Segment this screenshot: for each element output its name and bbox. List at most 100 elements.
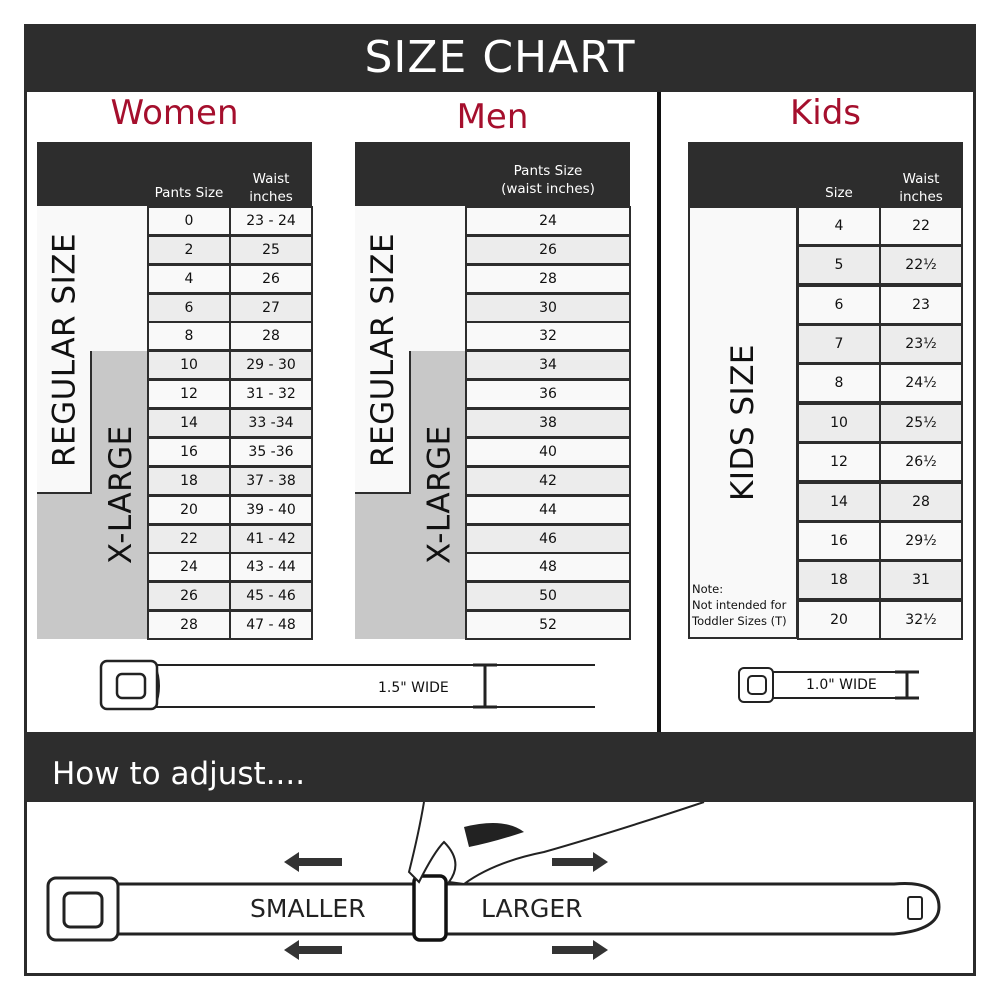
women-size-cell: 0: [147, 206, 231, 236]
kids-belt-width-illustration: [738, 667, 919, 703]
kids-size-cell: 5: [797, 245, 881, 285]
kids-col-size: Size: [825, 185, 853, 201]
kids-waist-cell: 23: [879, 285, 963, 325]
kids-size-cell: 8: [797, 363, 881, 403]
women-size-cell: 26: [147, 581, 231, 611]
kids-heading: Kids: [789, 93, 862, 133]
note-line3: Toddler Sizes (T): [692, 614, 787, 628]
adjust-heading: How to adjust....: [24, 732, 976, 802]
women-waist-cell: 31 - 32: [229, 379, 313, 409]
waist-line1: Waist: [252, 171, 290, 187]
kids-divider: [657, 92, 661, 732]
kids-table-header: Size Waist inches: [688, 142, 963, 208]
women-width-label: 1.5" WIDE: [378, 680, 449, 696]
men-size-cell: 26: [465, 235, 631, 265]
note-line1: Note:: [692, 582, 724, 596]
kids-size-cell: 4: [797, 206, 881, 246]
women-waist-cell: 23 - 24: [229, 206, 313, 236]
kids-size-cell: 14: [797, 482, 881, 522]
kids-col-waist: Waist inches: [880, 170, 962, 206]
waist-line2: inches: [249, 189, 293, 205]
note-line2: Not intended for: [692, 598, 787, 612]
men-size-cell: 40: [465, 437, 631, 467]
women-table-header: Pants Size Waist inches: [37, 142, 312, 208]
men-col-pants-size: Pants Size (waist inches): [466, 162, 630, 198]
women-belt-width-illustration: [99, 659, 595, 711]
men-size-cell: 38: [465, 408, 631, 438]
men-size-cell: 24: [465, 206, 631, 236]
women-size-cell: 2: [147, 235, 231, 265]
men-size-cell: 50: [465, 581, 631, 611]
kids-note: Note: Not intended for Toddler Sizes (T): [692, 581, 787, 629]
men-size-cell: 42: [465, 466, 631, 496]
women-col-pants-size: Pants Size: [154, 185, 224, 201]
women-size-cell: 18: [147, 466, 231, 496]
women-waist-cell: 43 - 44: [229, 552, 313, 582]
kids-waist-cell: 25½: [879, 403, 963, 443]
arrow-left-icon: [284, 852, 342, 872]
men-size-cell: 52: [465, 610, 631, 640]
women-size-cell: 6: [147, 293, 231, 323]
kids-size-cell: 12: [797, 442, 881, 482]
kids-waist-cell: 26½: [879, 442, 963, 482]
women-size-cell: 14: [147, 408, 231, 438]
women-waist-cell: 35 -36: [229, 437, 313, 467]
men-regular-region-lower: [355, 351, 411, 494]
women-waist-cell: 45 - 46: [229, 581, 313, 611]
kids-waist-cell: 31: [879, 560, 963, 600]
waist-line2: inches: [899, 189, 943, 205]
men-xlarge-label: X-LARGE: [421, 425, 458, 565]
women-size-cell: 4: [147, 264, 231, 294]
men-size-cell: 36: [465, 379, 631, 409]
men-size-cell: 44: [465, 495, 631, 525]
kids-size-cell: 10: [797, 403, 881, 443]
women-waist-cell: 28: [229, 321, 313, 351]
women-size-cell: 24: [147, 552, 231, 582]
women-waist-cell: 41 - 42: [229, 524, 313, 554]
men-size-cell: 34: [465, 350, 631, 380]
arrow-right-icon: [552, 940, 608, 960]
men-regular-region: [355, 206, 466, 351]
women-size-cell: 8: [147, 321, 231, 351]
men-size-cell: 48: [465, 552, 631, 582]
kids-waist-cell: 24½: [879, 363, 963, 403]
pants-line2: (waist inches): [501, 181, 595, 197]
men-heading: Men: [456, 97, 529, 137]
women-col-waist: Waist inches: [230, 170, 312, 206]
adjust-belt-illustration: [46, 802, 941, 960]
women-waist-cell: 25: [229, 235, 313, 265]
kids-size-cell: 20: [797, 600, 881, 640]
waist-line1: Waist: [902, 171, 940, 187]
kids-waist-cell: 32½: [879, 600, 963, 640]
men-size-cell: 46: [465, 524, 631, 554]
women-size-cell: 16: [147, 437, 231, 467]
arrow-left-icon: [284, 940, 342, 960]
men-regular-label: REGULAR SIZE: [365, 232, 401, 468]
kids-waist-cell: 28: [879, 482, 963, 522]
women-waist-cell: 47 - 48: [229, 610, 313, 640]
women-waist-cell: 37 - 38: [229, 466, 313, 496]
larger-label: LARGER: [481, 894, 583, 923]
men-table-header: Pants Size (waist inches): [355, 142, 630, 208]
women-size-cell: 28: [147, 610, 231, 640]
women-waist-cell: 27: [229, 293, 313, 323]
men-size-cell: 30: [465, 293, 631, 323]
women-waist-cell: 29 - 30: [229, 350, 313, 380]
page-title: SIZE CHART: [24, 24, 976, 92]
women-heading: Women: [110, 93, 239, 133]
women-size-cell: 10: [147, 350, 231, 380]
women-regular-label: REGULAR SIZE: [46, 232, 83, 468]
kids-waist-cell: 23½: [879, 324, 963, 364]
women-regular-region: [37, 206, 148, 351]
women-waist-cell: 33 -34: [229, 408, 313, 438]
pants-line1: Pants Size: [513, 163, 583, 179]
men-size-cell: 28: [465, 264, 631, 294]
kids-size-cell: 18: [797, 560, 881, 600]
kids-size-cell: 16: [797, 521, 881, 561]
women-regular-region-lower: [37, 351, 92, 494]
women-waist-cell: 39 - 40: [229, 495, 313, 525]
arrow-right-icon: [552, 852, 608, 872]
women-size-cell: 20: [147, 495, 231, 525]
women-size-cell: 12: [147, 379, 231, 409]
kids-size-cell: 7: [797, 324, 881, 364]
